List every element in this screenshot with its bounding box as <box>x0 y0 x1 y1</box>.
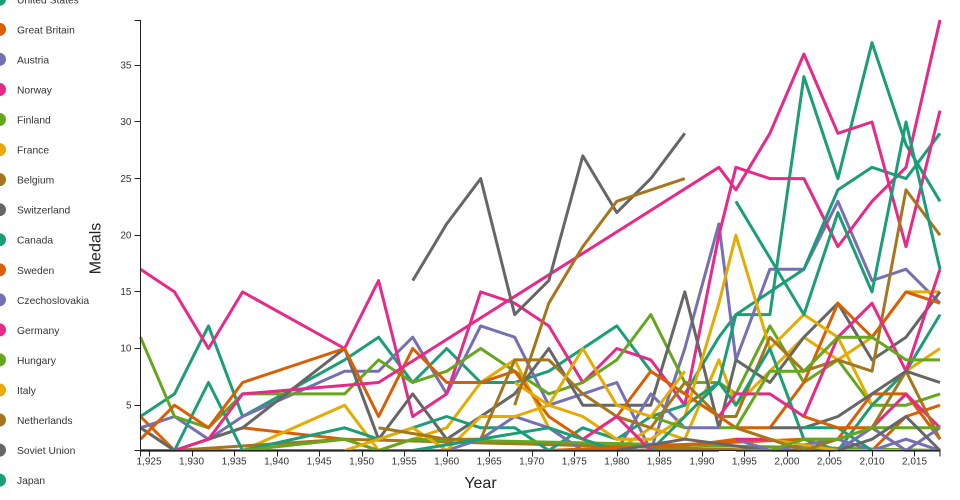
svg-text:Switzerland: Switzerland <box>17 206 70 217</box>
svg-text:Year: Year <box>464 475 497 492</box>
svg-text:2,005: 2,005 <box>817 456 842 467</box>
svg-text:Hungary: Hungary <box>17 356 57 367</box>
svg-text:1,955: 1,955 <box>392 456 417 467</box>
svg-text:Italy: Italy <box>17 386 37 397</box>
svg-text:1,975: 1,975 <box>562 456 587 467</box>
svg-text:1,925: 1,925 <box>136 456 161 467</box>
svg-text:1,965: 1,965 <box>477 456 502 467</box>
svg-text:1,950: 1,950 <box>349 456 374 467</box>
svg-text:Soviet Union: Soviet Union <box>17 446 76 457</box>
svg-text:Great Britain: Great Britain <box>17 25 75 36</box>
svg-text:1,960: 1,960 <box>434 456 459 467</box>
svg-text:Netherlands: Netherlands <box>17 416 73 427</box>
svg-text:United States: United States <box>17 0 79 6</box>
svg-text:Sweden: Sweden <box>17 266 54 277</box>
svg-text:20: 20 <box>120 230 132 241</box>
svg-text:1,930: 1,930 <box>179 456 204 467</box>
svg-text:France: France <box>17 146 49 157</box>
svg-text:10: 10 <box>120 344 132 355</box>
svg-text:2,015: 2,015 <box>902 456 927 467</box>
svg-text:2,000: 2,000 <box>774 456 799 467</box>
svg-text:1,990: 1,990 <box>689 456 714 467</box>
svg-text:Finland: Finland <box>17 116 51 127</box>
svg-text:Austria: Austria <box>17 55 49 66</box>
svg-text:1,940: 1,940 <box>264 456 289 467</box>
svg-text:25: 25 <box>120 174 132 185</box>
svg-text:Medals: Medals <box>88 223 105 275</box>
svg-text:Belgium: Belgium <box>17 176 54 187</box>
svg-text:1,980: 1,980 <box>604 456 629 467</box>
svg-text:35: 35 <box>120 61 132 72</box>
svg-text:1,970: 1,970 <box>519 456 544 467</box>
svg-text:1,995: 1,995 <box>732 456 757 467</box>
svg-text:2,010: 2,010 <box>859 456 884 467</box>
svg-text:Czechoslovakia: Czechoslovakia <box>17 296 89 307</box>
svg-text:30: 30 <box>120 117 132 128</box>
svg-text:Germany: Germany <box>17 326 60 337</box>
svg-text:1,935: 1,935 <box>222 456 247 467</box>
svg-text:Japan: Japan <box>17 476 45 487</box>
svg-text:15: 15 <box>120 287 132 298</box>
svg-text:1,945: 1,945 <box>307 456 332 467</box>
svg-text:Norway: Norway <box>17 86 53 97</box>
svg-text:Canada: Canada <box>17 236 53 247</box>
svg-text:1,985: 1,985 <box>647 456 672 467</box>
svg-text:5: 5 <box>126 400 132 411</box>
